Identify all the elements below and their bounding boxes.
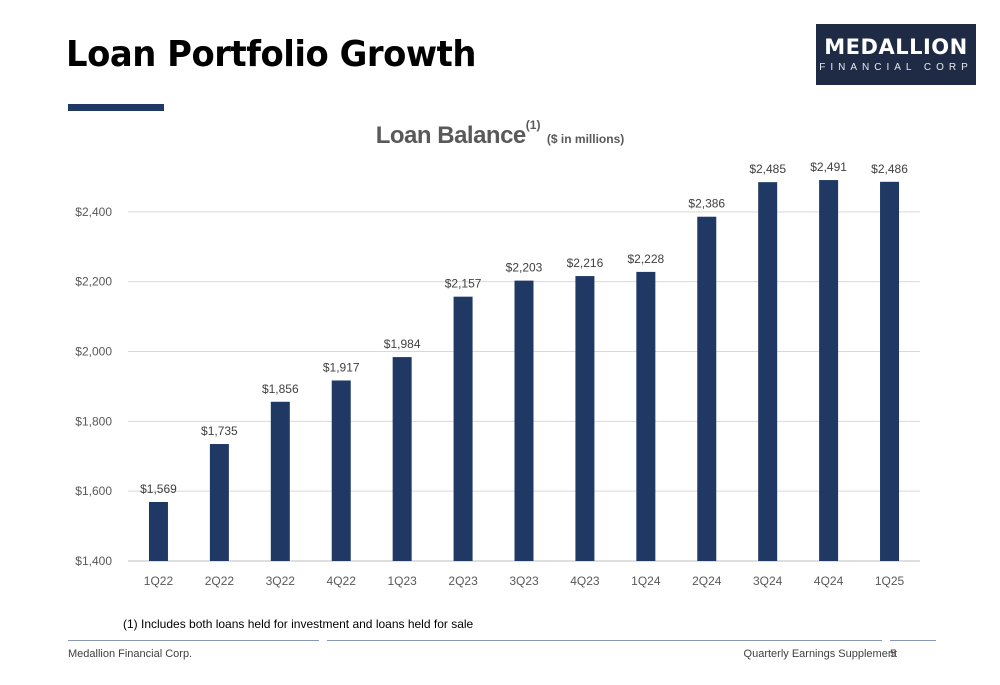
footer-document-name: Quarterly Earnings Supplement	[743, 648, 897, 660]
company-logo: MEDALLION FINANCIAL CORP	[816, 24, 976, 85]
bar	[392, 357, 412, 561]
footer-divider-center	[327, 640, 882, 641]
data-label: $2,491	[810, 160, 847, 174]
bar	[880, 181, 900, 561]
x-tick-label: 2Q22	[205, 574, 235, 588]
y-tick-label: $2,400	[75, 205, 112, 219]
data-label: $1,569	[140, 482, 177, 496]
x-tick-label: 4Q24	[814, 574, 844, 588]
data-label: $2,486	[871, 162, 908, 176]
x-tick-label: 1Q22	[144, 574, 174, 588]
data-label: $1,917	[323, 360, 360, 374]
x-tick-label: 4Q23	[570, 574, 600, 588]
y-tick-label: $2,200	[75, 275, 112, 289]
bar	[453, 296, 473, 561]
footer-divider-left	[68, 640, 319, 641]
y-tick-label: $1,400	[75, 554, 112, 568]
x-tick-label: 4Q22	[327, 574, 357, 588]
chart-title-footnote-ref: (1)	[525, 118, 541, 132]
bar	[758, 182, 778, 561]
y-tick-label: $2,000	[75, 345, 112, 359]
title-underline	[68, 104, 164, 111]
data-label: $2,203	[506, 261, 543, 275]
data-label: $2,228	[627, 252, 664, 266]
x-tick-label: 3Q22	[266, 574, 296, 588]
x-tick-label: 1Q23	[387, 574, 417, 588]
data-label: $2,216	[567, 256, 604, 270]
x-tick-label: 2Q23	[448, 574, 478, 588]
x-tick-label: 1Q25	[875, 574, 905, 588]
bar	[819, 180, 839, 561]
bar	[514, 280, 534, 561]
page-title: Loan Portfolio Growth	[66, 34, 477, 75]
data-label: $2,157	[445, 277, 482, 291]
bar	[209, 444, 229, 561]
footnote: (1) Includes both loans held for investm…	[123, 617, 474, 631]
chart-title-unit: ($ in millions)	[546, 132, 625, 146]
bar	[148, 501, 168, 561]
data-label: $2,485	[749, 162, 786, 176]
bar	[270, 401, 290, 561]
data-label: $1,856	[262, 382, 299, 396]
logo-tagline: FINANCIAL CORP	[819, 62, 973, 73]
chart-title-main: Loan Balance	[375, 122, 527, 149]
x-tick-label: 3Q24	[753, 574, 783, 588]
x-tick-label: 2Q24	[692, 574, 722, 588]
page-number: 5	[890, 648, 897, 660]
y-tick-label: $1,800	[75, 414, 112, 428]
bar	[575, 276, 595, 561]
footer-divider-right	[890, 640, 936, 641]
bar-chart: $1,400 $1,600 $1,800 $2,000 $2,200 $2,400 $1,5…	[75, 160, 920, 588]
y-tick-label: $1,600	[75, 484, 112, 498]
bar	[636, 271, 656, 561]
logo-wordmark: MEDALLION	[824, 35, 968, 59]
x-tick-label: 3Q23	[509, 574, 539, 588]
x-tick-label: 1Q24	[631, 574, 661, 588]
bar	[697, 216, 717, 561]
data-label: $2,386	[688, 197, 725, 211]
chart-title: Loan Balance(1) ($ in millions)	[0, 118, 1000, 150]
data-label: $1,735	[201, 424, 238, 438]
data-label: $1,984	[384, 337, 421, 351]
bar	[331, 380, 351, 561]
footer-company: Medallion Financial Corp.	[68, 648, 193, 660]
